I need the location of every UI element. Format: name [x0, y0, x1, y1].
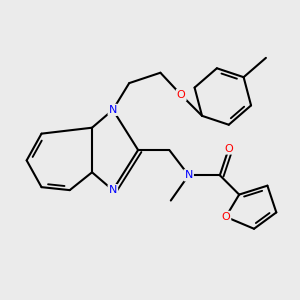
Text: O: O	[221, 212, 230, 222]
Text: O: O	[224, 143, 233, 154]
Text: O: O	[177, 90, 186, 100]
Text: N: N	[184, 170, 193, 180]
Text: N: N	[109, 185, 117, 195]
Text: N: N	[109, 105, 117, 115]
